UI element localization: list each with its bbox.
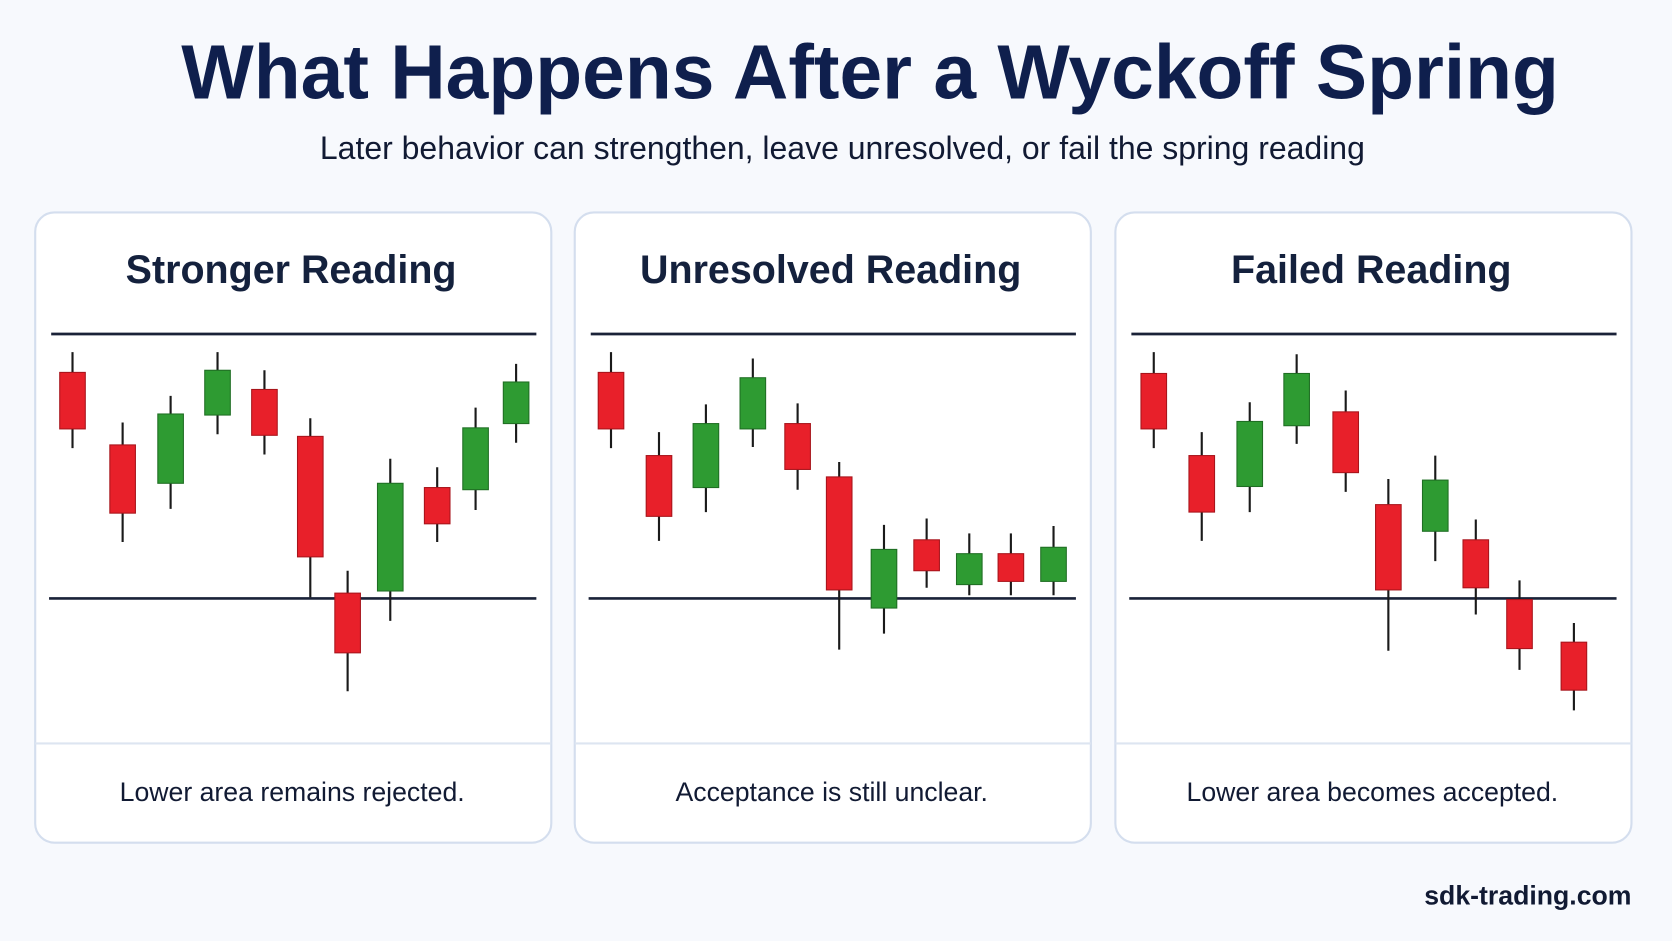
candle-body: [1375, 504, 1402, 591]
candle-body: [462, 427, 489, 491]
main-title: What Happens After a Wyckoff Spring: [181, 30, 1559, 115]
candle-body: [692, 423, 720, 489]
candle-body: [157, 413, 184, 484]
candle-body: [1462, 539, 1490, 589]
candle-body: [1188, 455, 1216, 513]
candle-body: [59, 371, 86, 430]
candle-body: [597, 371, 625, 430]
candle-body: [296, 435, 324, 558]
panel-card: [34, 211, 553, 844]
panel-caption: Lower area becomes accepted.: [1187, 777, 1559, 807]
panel-caption: Acceptance is still unclear.: [676, 777, 988, 807]
candle-body: [423, 487, 451, 525]
candle-body: [997, 553, 1025, 582]
panel-title: Failed Reading: [1231, 248, 1512, 292]
candle-body: [376, 482, 404, 592]
panel-title: Stronger Reading: [126, 248, 457, 292]
candle-body: [784, 423, 811, 470]
candle-body: [739, 377, 767, 430]
candle-body: [1506, 598, 1533, 650]
subtitle: Later behavior can strengthen, leave unr…: [320, 130, 1365, 166]
candle-body: [825, 476, 853, 591]
candle-body: [1421, 479, 1449, 532]
candle-body: [913, 539, 940, 572]
candle-body: [109, 444, 136, 514]
candle-body: [1040, 546, 1067, 582]
candle-body: [1283, 372, 1310, 427]
panel-caption: Lower area remains rejected.: [120, 777, 465, 807]
candle-body: [502, 381, 530, 425]
panel-title: Unresolved Reading: [640, 248, 1021, 292]
candle-body: [204, 369, 231, 416]
candle-body: [1332, 411, 1360, 474]
candle-body: [870, 548, 898, 609]
candle-body: [1236, 420, 1264, 488]
candle-body: [251, 388, 278, 436]
panel-card: [1114, 211, 1633, 844]
footer: sdk-trading.com: [1424, 880, 1631, 910]
candle-body: [1140, 372, 1168, 430]
candle-body: [955, 553, 983, 586]
candle-body: [645, 455, 673, 517]
candle-body: [334, 592, 361, 654]
candle-body: [1560, 641, 1588, 691]
